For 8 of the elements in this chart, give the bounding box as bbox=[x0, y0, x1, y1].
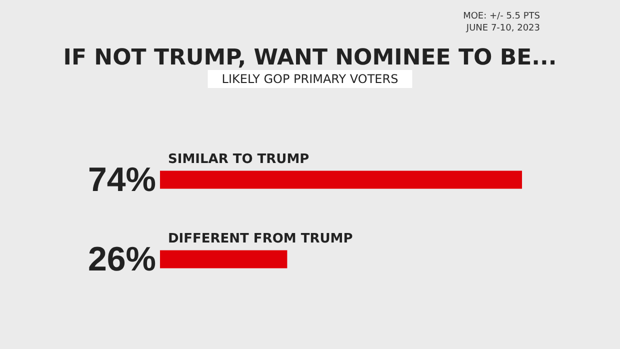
data-label: 26% bbox=[88, 240, 156, 278]
text: MOE: +/- 5.5 PTS bbox=[463, 12, 540, 22]
y-tick-label: SIMILAR TO TRUMP bbox=[168, 152, 310, 167]
text: JUNE 7-10, 2023 bbox=[465, 24, 540, 34]
chart-title: IF NOT TRUMP, WANT NOMINEE TO BE... bbox=[63, 46, 557, 70]
y-tick-label: DIFFERENT FROM TRUMP bbox=[168, 231, 353, 246]
chart-subtitle: LIKELY GOP PRIMARY VOTERS bbox=[222, 72, 398, 86]
data-label: 74% bbox=[88, 160, 156, 199]
